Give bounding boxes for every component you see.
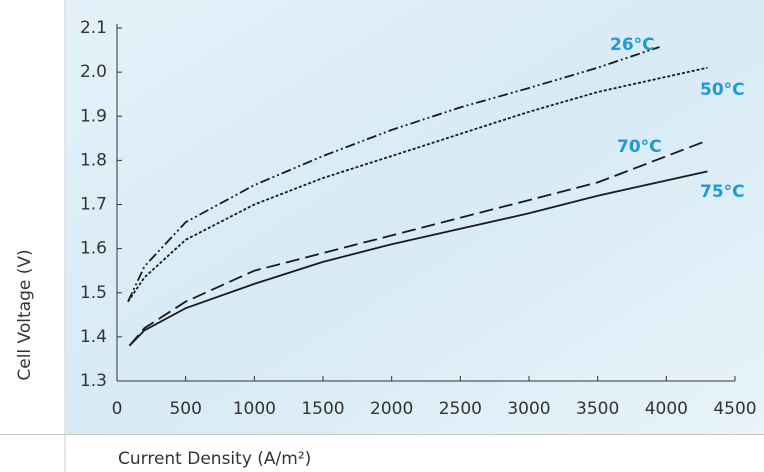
x-tick-label: 2500 [439,399,482,419]
chart: Cell Voltage (V) Current Density (A/m²) … [0,0,764,472]
y-tick-label: 2.1 [80,18,107,38]
x-tick-label: 2000 [370,399,413,419]
y-tick-label: 2.0 [80,62,107,82]
y-axis-label: Cell Voltage (V) [15,249,35,380]
y-tick-label: 1.4 [80,327,107,347]
y-tick-label: 1.3 [80,371,107,391]
x-axis-label: Current Density (A/m²) [118,449,311,469]
y-tick-label: 1.8 [80,150,107,170]
y-tick-label: 1.6 [80,239,107,259]
x-tick-label: 3500 [576,399,619,419]
x-tick-label: 4000 [645,399,688,419]
x-tick-label: 1000 [233,399,276,419]
series-label: 26°C [610,35,655,55]
x-tick-label: 1500 [301,399,344,419]
y-tick-label: 1.5 [80,283,107,303]
x-tick-label: 4500 [713,399,756,419]
x-tick-label: 500 [169,399,201,419]
x-tick-label: 3000 [507,399,550,419]
series-label: 50°C [700,80,745,100]
y-tick-label: 1.9 [80,106,107,126]
y-tick-label: 1.7 [80,195,107,215]
series-label: 70°C [617,137,662,157]
plot-background [66,0,764,434]
x-tick-label: 0 [112,399,123,419]
series-label: 75°C [700,182,745,202]
